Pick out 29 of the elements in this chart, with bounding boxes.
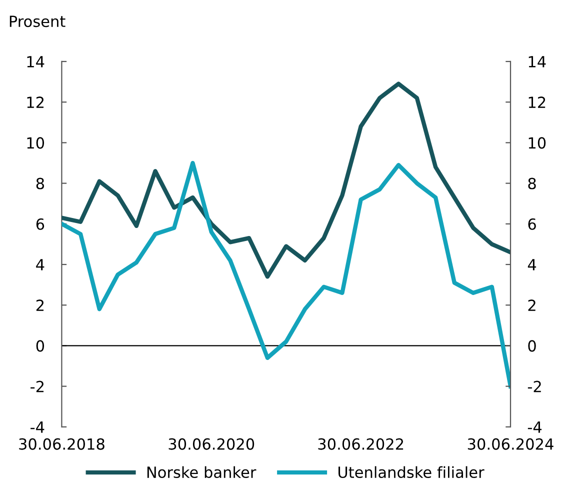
y-tick-label: -2 [30, 380, 44, 392]
y2-tick-label: 12 [528, 96, 546, 108]
y-tick-label: 12 [27, 96, 44, 108]
y2-tick-label: 4 [528, 259, 536, 270]
legend-label: Norske banker [147, 466, 256, 478]
y-tick-label: 6 [36, 218, 44, 230]
y2-tick-label: 0 [528, 340, 536, 352]
y-tick-label: -4 [30, 422, 44, 433]
y2-tick-label: -2 [528, 380, 541, 392]
y2-tick-label: 6 [528, 218, 536, 230]
y2-tick-label: 14 [528, 56, 546, 68]
y-tick-label: 10 [27, 137, 44, 149]
y2-tick-label: 2 [528, 300, 536, 311]
y2-tick-label: 8 [528, 178, 536, 190]
y-tick-label: 14 [27, 56, 44, 68]
y-tick-label: 4 [36, 259, 44, 270]
y-tick-label: 0 [36, 340, 44, 352]
y-tick-label: 2 [36, 300, 44, 311]
line-series [62, 160, 511, 388]
y-tick-label: 8 [36, 178, 44, 190]
y2-tick-label: -4 [528, 422, 542, 433]
line-series [62, 82, 511, 279]
y-axis-title: Prosent [10, 16, 66, 28]
x-tick-label: 30.06.2020 [168, 438, 254, 450]
x-tick-label: 30.06.2024 [468, 438, 554, 450]
y2-tick-label: 10 [528, 137, 546, 149]
x-tick-label: 30.06.2022 [318, 438, 404, 450]
legend-label: Utenlandske filialer [338, 466, 484, 478]
x-tick-label: 30.06.2018 [19, 438, 104, 450]
